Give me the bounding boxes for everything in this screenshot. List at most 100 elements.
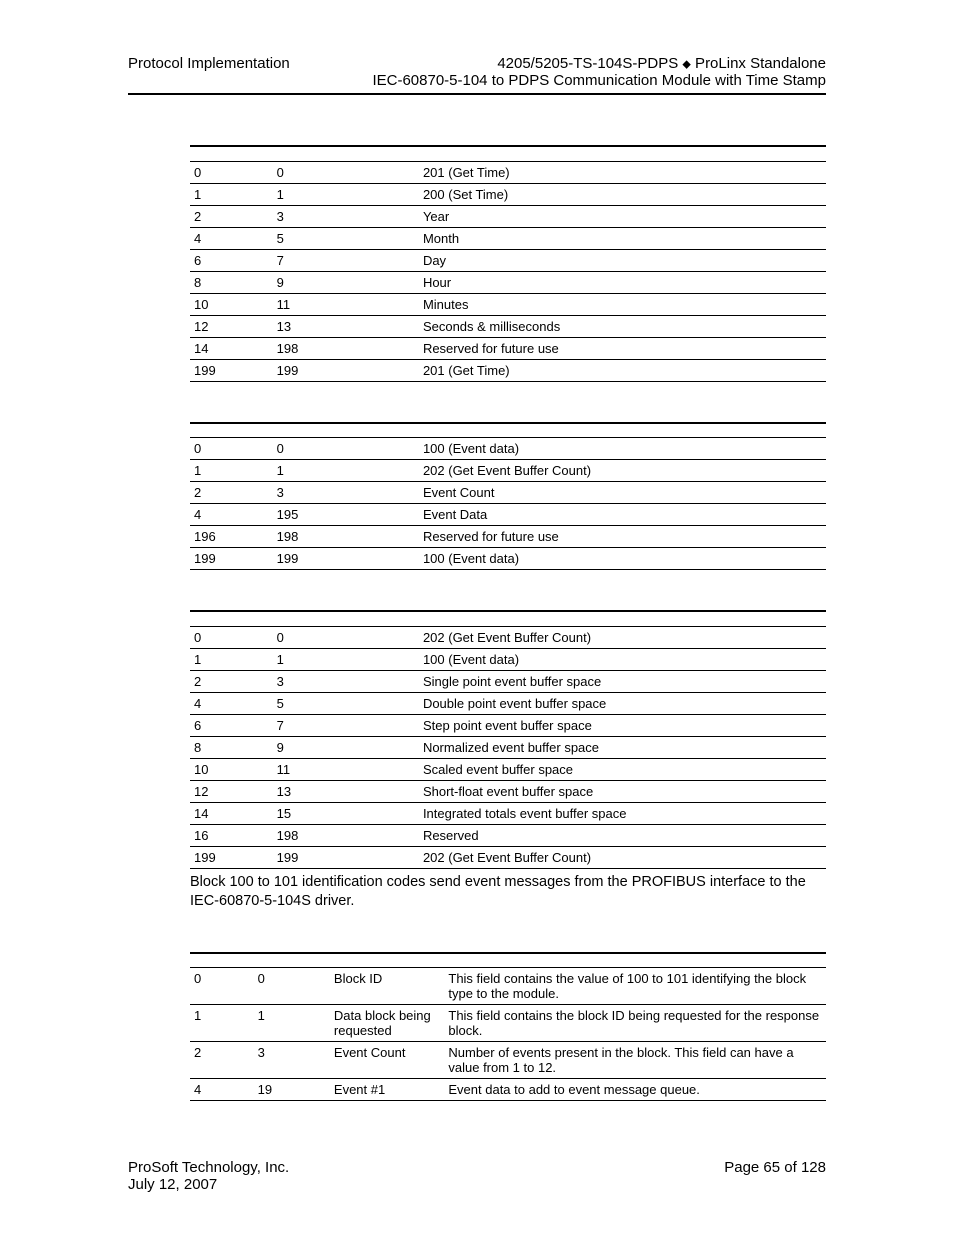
table-row: 23Single point event buffer space — [190, 670, 826, 692]
footer-company: ProSoft Technology, Inc. — [128, 1159, 289, 1176]
table-3-wrap: 00202 (Get Event Buffer Count) 11100 (Ev… — [190, 610, 826, 912]
cell: 2 — [190, 670, 273, 692]
header-right-line1: 4205/5205-TS-104S-PDPS ◆ ProLinx Standal… — [497, 55, 826, 72]
table-row: 00100 (Event data) — [190, 438, 826, 460]
table-row: 1213Seconds & milliseconds — [190, 315, 826, 337]
cell: 19 — [254, 1079, 330, 1101]
table-row: 00Block IDThis field contains the value … — [190, 968, 826, 1005]
cell: 0 — [273, 626, 419, 648]
cell: 0 — [273, 438, 419, 460]
cell: 0 — [190, 626, 273, 648]
cell: 199 — [273, 359, 419, 381]
cell: 1 — [273, 183, 419, 205]
table-row: 419Event #1Event data to add to event me… — [190, 1079, 826, 1101]
table-row: 11202 (Get Event Buffer Count) — [190, 460, 826, 482]
cell: 6 — [190, 714, 273, 736]
table-row: 4195Event Data — [190, 504, 826, 526]
table-row: 14198Reserved for future use — [190, 337, 826, 359]
table-row: 1011Minutes — [190, 293, 826, 315]
cell: 0 — [190, 161, 273, 183]
table-row: 11200 (Set Time) — [190, 183, 826, 205]
table-row: 199199202 (Get Event Buffer Count) — [190, 846, 826, 868]
cell: Event Data — [419, 504, 826, 526]
cell: 1 — [254, 1005, 330, 1042]
table-2-header-spacer — [190, 424, 826, 438]
table-1-wrap: 00201 (Get Time) 11200 (Set Time) 23Year… — [190, 145, 826, 382]
header-row-2: IEC-60870-5-104 to PDPS Communication Mo… — [128, 72, 826, 89]
cell: 4 — [190, 692, 273, 714]
cell: Single point event buffer space — [419, 670, 826, 692]
cell: 9 — [273, 271, 419, 293]
cell: 100 (Event data) — [419, 648, 826, 670]
cell: 12 — [190, 780, 273, 802]
cell: 9 — [273, 736, 419, 758]
cell: 7 — [273, 714, 419, 736]
cell: Day — [419, 249, 826, 271]
cell: 7 — [273, 249, 419, 271]
cell: 13 — [273, 780, 419, 802]
page: Protocol Implementation 4205/5205-TS-104… — [0, 0, 954, 1235]
cell: 195 — [273, 504, 419, 526]
cell: 14 — [190, 802, 273, 824]
cell: Short-float event buffer space — [419, 780, 826, 802]
cell: 1 — [273, 648, 419, 670]
diamond-icon: ◆ — [682, 59, 690, 71]
header-right-1b: ProLinx Standalone — [691, 55, 826, 72]
cell: 4 — [190, 227, 273, 249]
cell: 3 — [273, 205, 419, 227]
cell: 1 — [190, 1005, 254, 1042]
cell: Reserved — [419, 824, 826, 846]
table-row: 1415Integrated totals event buffer space — [190, 802, 826, 824]
table-4-header-spacer — [190, 954, 826, 968]
cell: Integrated totals event buffer space — [419, 802, 826, 824]
cell: Data block being requested — [330, 1005, 444, 1042]
cell: Number of events present in the block. T… — [444, 1042, 826, 1079]
cell: 199 — [273, 846, 419, 868]
table-1: 00201 (Get Time) 11200 (Set Time) 23Year… — [190, 147, 826, 382]
cell: 200 (Set Time) — [419, 183, 826, 205]
cell: 198 — [273, 337, 419, 359]
cell: Reserved for future use — [419, 526, 826, 548]
table-row: 45Double point event buffer space — [190, 692, 826, 714]
table-1-header-spacer — [190, 147, 826, 161]
cell: This field contains the value of 100 to … — [444, 968, 826, 1005]
footer-page-number: Page 65 of 128 — [724, 1159, 826, 1193]
cell: 2 — [190, 1042, 254, 1079]
cell: 10 — [190, 758, 273, 780]
cell: 2 — [190, 482, 273, 504]
cell: 198 — [273, 526, 419, 548]
table-2: 00100 (Event data) 11202 (Get Event Buff… — [190, 424, 826, 571]
cell: 8 — [190, 736, 273, 758]
header-right-1a: 4205/5205-TS-104S-PDPS — [497, 55, 682, 72]
content-area: 00201 (Get Time) 11200 (Set Time) 23Year… — [190, 145, 826, 1101]
cell: 0 — [273, 161, 419, 183]
cell: 5 — [273, 227, 419, 249]
cell: 15 — [273, 802, 419, 824]
cell: Event Count — [419, 482, 826, 504]
table-3: 00202 (Get Event Buffer Count) 11100 (Ev… — [190, 612, 826, 869]
table-row: 196198Reserved for future use — [190, 526, 826, 548]
cell: 202 (Get Event Buffer Count) — [419, 460, 826, 482]
cell: 4 — [190, 504, 273, 526]
footer-left: ProSoft Technology, Inc. July 12, 2007 — [128, 1159, 289, 1193]
cell: 11 — [273, 758, 419, 780]
cell: Hour — [419, 271, 826, 293]
table-row: 67Day — [190, 249, 826, 271]
cell: 3 — [254, 1042, 330, 1079]
cell: 202 (Get Event Buffer Count) — [419, 846, 826, 868]
cell: 196 — [190, 526, 273, 548]
cell: 100 (Event data) — [419, 548, 826, 570]
table-3-header-spacer — [190, 612, 826, 626]
page-header: Protocol Implementation 4205/5205-TS-104… — [128, 55, 826, 95]
footer-date: July 12, 2007 — [128, 1176, 289, 1193]
cell: 4 — [190, 1079, 254, 1101]
table-row: 11100 (Event data) — [190, 648, 826, 670]
cell: Reserved for future use — [419, 337, 826, 359]
cell: 0 — [190, 438, 273, 460]
cell: 0 — [254, 968, 330, 1005]
cell: 0 — [190, 968, 254, 1005]
cell: 199 — [190, 846, 273, 868]
table-row: 67Step point event buffer space — [190, 714, 826, 736]
cell: 12 — [190, 315, 273, 337]
cell: Normalized event buffer space — [419, 736, 826, 758]
